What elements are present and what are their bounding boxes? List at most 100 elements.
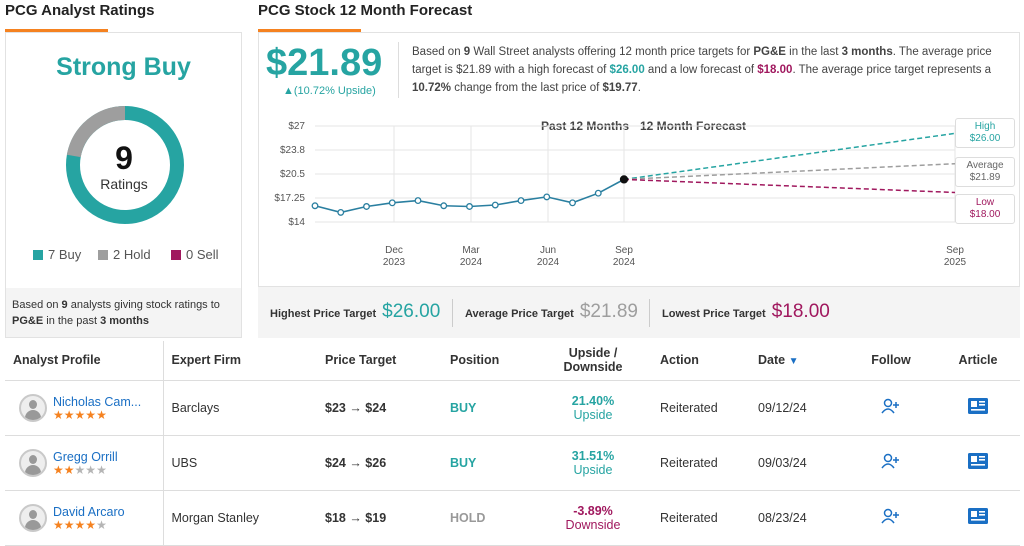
divider [452, 299, 453, 327]
price-point [569, 199, 576, 207]
star-icon: ★ [63, 462, 75, 477]
y-tick-label: $14 [288, 217, 305, 228]
price-target-cell: $24 → $26 [313, 435, 438, 491]
star-icon: ★ [53, 517, 64, 532]
price-point [491, 201, 499, 209]
price-point [466, 203, 473, 210]
consensus-rating: Strong Buy [56, 53, 191, 81]
article-cell [936, 435, 1020, 491]
col-analyst-profile[interactable]: Analyst Profile [5, 341, 163, 381]
ratings-donut [66, 106, 184, 224]
price-target-cell: $18 → $19 [313, 490, 438, 546]
forecast-line-low [623, 178, 956, 194]
star-icon: ★ [96, 462, 107, 477]
firm-cell: UBS [162, 435, 313, 491]
col-follow: Follow [846, 341, 936, 381]
y-tick-label: $17.25 [274, 193, 305, 204]
star-rating: ★★★★★ [53, 519, 125, 531]
analyst-name[interactable]: David Arcaro [53, 504, 125, 519]
star-icon: ★ [63, 517, 75, 532]
star-icon: ★ [53, 407, 64, 422]
price-point [337, 208, 345, 216]
sort-desc-icon[interactable]: ▼ [788, 356, 799, 368]
article-icon[interactable] [967, 452, 989, 470]
upside-direction: Downside [565, 517, 621, 532]
date-cell: 09/12/24 [746, 380, 846, 436]
highest-target: Highest Price Target $26.00 [270, 301, 441, 322]
donut-hold-segment [66, 106, 126, 158]
buy-swatch [33, 249, 43, 260]
avatar[interactable] [19, 503, 47, 532]
low-target-box: Low $18.00 [955, 194, 1015, 224]
col-date[interactable]: Date ▼ [746, 341, 846, 381]
avatar[interactable] [19, 393, 47, 422]
x-tick-label: 2024 [537, 257, 560, 268]
y-tick-label: $20.5 [280, 169, 305, 180]
star-rating: ★★★★★ [53, 409, 141, 421]
col-expert-firm[interactable]: Expert Firm [162, 341, 313, 381]
ratings-count: 9 [115, 140, 133, 176]
follow-cell [846, 380, 936, 436]
follow-icon[interactable] [881, 453, 901, 469]
star-icon: ★ [85, 407, 97, 422]
analyst-cell: Gregg Orrill ★★★★★ [5, 435, 163, 491]
upside-percent: 21.40% [571, 393, 615, 408]
upside-direction: Upside [573, 462, 613, 477]
avatar[interactable] [19, 448, 47, 477]
forecast-title-underline [258, 29, 361, 32]
price-chart: Past 12 Months 12 Month Forecast $27$23.… [274, 119, 966, 268]
ratings-card [6, 33, 241, 288]
action-cell: Reiterated [648, 380, 746, 436]
price-point [414, 197, 422, 205]
price-point [363, 203, 370, 210]
hold-swatch [98, 249, 108, 260]
upside-cell: 31.51% Upside [538, 435, 648, 491]
col-position[interactable]: Position [438, 341, 538, 381]
analyst-name[interactable]: Nicholas Cam... [53, 394, 142, 409]
sell-label: 0 Sell [186, 247, 219, 262]
buy-label: 7 Buy [48, 247, 82, 262]
sell-swatch [171, 249, 181, 260]
x-tick-label: Mar [462, 245, 480, 256]
article-icon[interactable] [967, 397, 989, 415]
ratings-count-label: Ratings [100, 176, 148, 192]
col-price-target[interactable]: Price Target [313, 341, 438, 381]
follow-icon[interactable] [881, 398, 901, 414]
legend-hold: 2 Hold [98, 247, 151, 262]
position-cell: BUY [438, 435, 538, 491]
star-icon: ★ [74, 407, 86, 422]
x-tick-label: Sep [615, 245, 633, 256]
x-tick-label: 2024 [460, 257, 483, 268]
analyst-name[interactable]: Gregg Orrill [53, 449, 118, 464]
date-cell: 09/03/24 [746, 435, 846, 491]
article-icon[interactable] [967, 507, 989, 525]
position-cell: BUY [438, 380, 538, 436]
upside-percent: ▲(10.72% Upside) [283, 85, 376, 97]
y-tick-label: $23.8 [280, 145, 305, 156]
table-row: Nicholas Cam... ★★★★★ Barclays $23 → $24 BUY… [5, 380, 1020, 436]
price-point [311, 202, 319, 210]
star-icon: ★ [53, 462, 64, 477]
follow-icon[interactable] [881, 508, 901, 524]
star-icon: ★ [63, 407, 75, 422]
article-cell [936, 380, 1020, 436]
star-rating: ★★★★★ [53, 464, 118, 476]
legend-sell: 0 Sell [171, 247, 219, 262]
price-target-cell: $23 → $24 [313, 380, 438, 436]
date-cell: 08/23/24 [746, 490, 846, 546]
col-action[interactable]: Action [648, 341, 746, 381]
divider [398, 42, 399, 98]
action-cell: Reiterated [648, 435, 746, 491]
divider [649, 299, 650, 327]
ratings-title: PCG Analyst Ratings [5, 2, 155, 19]
star-icon: ★ [74, 517, 86, 532]
firm-cell: Barclays [162, 380, 313, 436]
analyst-cell: Nicholas Cam... ★★★★★ [5, 380, 163, 436]
firm-cell: Morgan Stanley [162, 490, 313, 546]
forecast-line-high [623, 132, 956, 181]
upside-cell: 21.40% Upside [538, 380, 648, 436]
col-upside-downside[interactable]: Upside / Downside [538, 341, 648, 381]
upside-percent: -3.89% [573, 503, 613, 518]
ratings-title-underline [5, 29, 108, 32]
x-tick-label: Dec [385, 245, 403, 256]
